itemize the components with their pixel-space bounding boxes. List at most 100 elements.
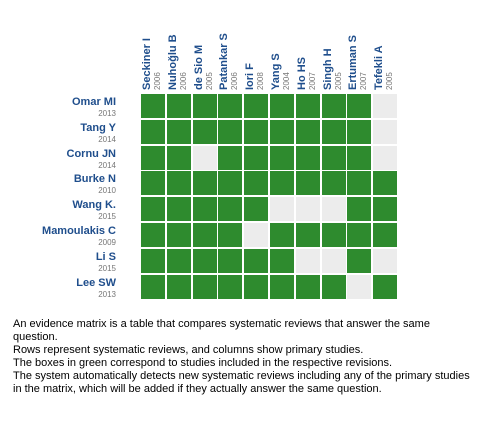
row-review-year: 2015: [98, 263, 116, 273]
matrix-cell-empty: [373, 145, 398, 170]
column-header: Singh H 2005: [322, 8, 346, 90]
matrix-cell-included: [270, 119, 294, 144]
row-review-year: 2013: [98, 289, 116, 299]
matrix-cell-included: [141, 119, 165, 144]
column-header: Tefekli A 2005: [373, 8, 397, 90]
row-review-name: Cornu JN: [66, 147, 117, 160]
column-study-year: 2006: [178, 72, 188, 90]
matrix-cell-included: [218, 248, 243, 273]
matrix-cell-included: [141, 274, 165, 299]
column-study-name: Ertuman S: [347, 34, 360, 90]
column-study-year: 2007: [307, 72, 317, 90]
column-study-year: 2006: [230, 72, 240, 90]
matrix-cell-included: [166, 94, 191, 118]
row-review-name: Omar MI: [71, 96, 116, 108]
matrix-cell-included: [244, 145, 269, 170]
matrix-cell-included: [347, 119, 372, 144]
matrix-cell-included: [373, 197, 398, 222]
column-study-year: 2008: [256, 72, 266, 90]
matrix-cell-included: [347, 248, 372, 273]
column-study-name: Tefekli A: [373, 45, 386, 90]
matrix-cell-included: [321, 223, 346, 247]
matrix-cell-included: [270, 145, 294, 170]
matrix-cell-included: [141, 145, 165, 170]
matrix-cell-included: [244, 274, 269, 299]
matrix-cell-included: [295, 119, 320, 144]
matrix-cell-included: [218, 223, 243, 247]
column-study-year: 2006: [153, 72, 162, 90]
matrix-cell-included: [192, 274, 217, 299]
matrix-cell-included: [192, 248, 217, 273]
matrix-cell-empty: [373, 119, 398, 144]
matrix-cell-included: [321, 145, 346, 170]
column-study-year: 2005: [333, 72, 343, 90]
matrix-cell-included: [347, 197, 372, 222]
column-study-year: 2004: [282, 72, 291, 90]
matrix-cell-included: [295, 94, 320, 118]
row-review-name: Lee SW: [76, 276, 116, 289]
matrix-cell-included: [244, 119, 269, 144]
matrix-cell-empty: [347, 274, 372, 299]
matrix-cell-included: [295, 145, 320, 170]
matrix-cell-included: [244, 248, 269, 273]
row-review-year: 2009: [98, 238, 116, 247]
matrix-cell-empty: [373, 94, 398, 118]
matrix-cell-included: [244, 94, 269, 118]
matrix-cell-included: [218, 274, 243, 299]
column-study-year: 2007: [359, 72, 369, 90]
matrix-cell-included: [141, 248, 165, 273]
description-line: The boxes in green correspond to studies…: [13, 357, 393, 369]
matrix-cell-included: [244, 197, 269, 222]
column-header: Patankar S 2006: [218, 8, 242, 90]
row-header: Lee SW 2013: [20, 277, 116, 301]
column-header: Ho HS 2007: [296, 8, 320, 90]
matrix-cell-included: [192, 119, 217, 144]
matrix-cell-included: [141, 94, 165, 118]
matrix-cell-included: [218, 119, 243, 144]
column-study-name: Patankar S: [218, 33, 231, 90]
column-header: de Sio M 2005: [193, 8, 217, 90]
row-review-year: 2010: [98, 186, 116, 196]
row-review-year: 2013: [98, 109, 116, 118]
matrix-cell-empty: [373, 248, 398, 273]
row-review-name: Li S: [95, 250, 116, 263]
row-header: Li S 2015: [20, 251, 116, 275]
matrix-cell-included: [321, 274, 346, 299]
column-study-name: Seckiner I: [141, 38, 153, 90]
matrix-cell-included: [141, 223, 165, 247]
matrix-cell-empty: [295, 248, 320, 273]
row-header: Wang K. 2015: [20, 199, 116, 223]
matrix-cell-empty: [295, 197, 320, 222]
matrix-cell-included: [347, 145, 372, 170]
column-header: Yang S 2004: [270, 8, 294, 90]
column-header: Nuhoğlu B 2006: [167, 8, 191, 90]
matrix-cell-included: [192, 94, 217, 118]
matrix-cell-included: [347, 223, 372, 247]
description-text: An evidence matrix is a table that compa…: [13, 318, 475, 396]
column-header: Iori F 2008: [244, 8, 268, 90]
matrix-cell-included: [270, 274, 294, 299]
matrix-cell-included: [373, 223, 398, 247]
matrix-cell-included: [141, 171, 165, 196]
matrix-cell-empty: [321, 197, 346, 222]
column-study-year: 2005: [204, 72, 214, 90]
matrix-cell-included: [218, 145, 243, 170]
row-review-name: Wang K.: [72, 199, 116, 212]
matrix-cell-included: [218, 171, 243, 196]
matrix-cell-included: [166, 119, 191, 144]
column-study-name: Singh H: [321, 48, 334, 90]
column-study-name: de Sio M: [192, 44, 205, 90]
matrix-cell-included: [373, 274, 398, 299]
row-review-year: 2014: [98, 134, 116, 144]
row-review-name: Tang Y: [80, 121, 116, 134]
row-review-name: Burke N: [73, 173, 116, 186]
matrix-cell-empty: [321, 248, 346, 273]
matrix-cell-empty: [244, 223, 269, 247]
matrix-cell-included: [270, 223, 294, 247]
matrix-cell-included: [321, 94, 346, 118]
matrix-cell-included: [218, 94, 243, 118]
evidence-matrix: Seckiner I 2006 Nuhoğlu B 2006 de Sio M 2005 P…: [20, 8, 398, 301]
description-line: An evidence matrix is a table that compa…: [13, 318, 430, 343]
column-study-year: 2005: [385, 72, 395, 90]
matrix-cell-included: [218, 197, 243, 222]
